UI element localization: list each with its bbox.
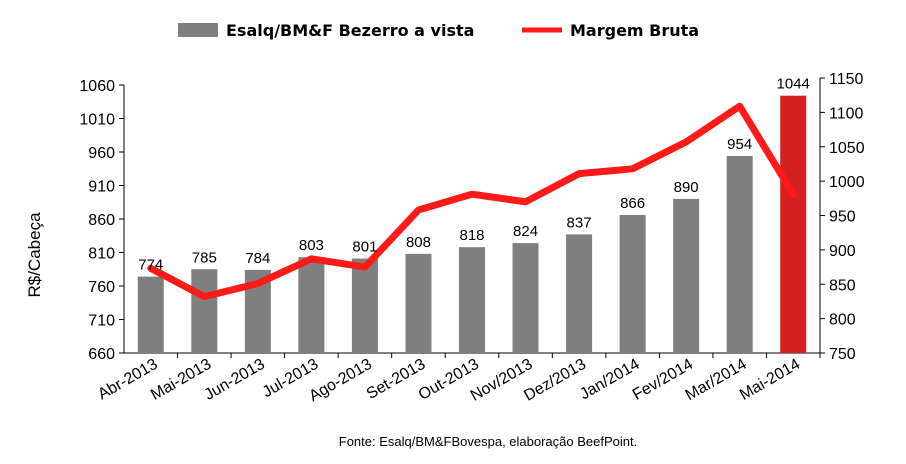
bar xyxy=(351,258,378,353)
right-tick-label: 950 xyxy=(829,209,856,226)
bar xyxy=(726,156,753,353)
bar xyxy=(780,95,807,353)
bar-value-label: 808 xyxy=(406,234,431,251)
x-tick-label: Dez/2013 xyxy=(521,356,589,405)
left-tick-label: 810 xyxy=(88,246,115,263)
bar xyxy=(619,214,646,353)
bar-value-label: 866 xyxy=(620,195,645,212)
bar-value-label: 803 xyxy=(299,237,324,254)
left-tick-label: 660 xyxy=(88,346,115,363)
left-tick-label: 760 xyxy=(88,279,115,296)
left-axis-ticks: 660 710 760 810 860 910 960 1010 1060 xyxy=(79,78,124,363)
data-labels: 774 785 784 803 801 808 818 824 837 866 890 954 1044 xyxy=(138,76,810,274)
right-tick-label: 1000 xyxy=(829,174,865,191)
x-tick-label: Mai-2013 xyxy=(148,356,214,404)
right-axis-ticks: 750 800 850 900 950 1000 1050 1100 1150 xyxy=(820,71,865,363)
bar xyxy=(191,269,218,353)
source-note: Fonte: Esalq/BM&FBovespa, elaboração Bee… xyxy=(339,434,637,449)
right-tick-label: 800 xyxy=(829,312,856,329)
bar xyxy=(137,276,164,353)
bar-value-label: 954 xyxy=(727,136,752,153)
x-axis-ticks: Abr-2013Mai-2013Jun-2013Jul-2013Ago-2013… xyxy=(95,353,821,405)
bar xyxy=(405,253,432,353)
bar-value-label: 837 xyxy=(567,214,592,231)
bar-series xyxy=(137,95,807,353)
bar-value-label: 890 xyxy=(674,179,699,196)
right-tick-label: 1150 xyxy=(829,71,864,88)
bar xyxy=(298,257,325,353)
legend-label-line: Margem Bruta xyxy=(570,21,699,40)
line-series xyxy=(147,102,797,301)
left-tick-label: 960 xyxy=(88,145,115,162)
bar xyxy=(459,247,485,353)
y-axis-title: R$/Cabeça xyxy=(25,212,44,298)
bar-value-label: 774 xyxy=(138,257,163,274)
bar-value-label: 1044 xyxy=(777,76,810,93)
right-tick-label: 900 xyxy=(829,243,856,260)
x-tick-label: Mar/2014 xyxy=(683,356,750,405)
right-tick-label: 750 xyxy=(829,346,856,363)
right-tick-label: 1100 xyxy=(829,105,864,122)
x-tick-label: Jun-2013 xyxy=(202,356,268,404)
left-tick-label: 1010 xyxy=(79,112,115,129)
right-tick-label: 1050 xyxy=(829,140,865,157)
bar xyxy=(566,234,593,353)
right-tick-label: 850 xyxy=(829,277,856,294)
bar-value-label: 785 xyxy=(192,249,217,266)
margem-line xyxy=(147,102,797,301)
bar-value-label: 824 xyxy=(513,223,538,240)
bar-value-label: 818 xyxy=(459,227,484,244)
legend-swatch-bars xyxy=(178,23,218,37)
left-tick-label: 910 xyxy=(88,179,115,196)
left-tick-label: 1060 xyxy=(79,78,115,95)
bar-value-label: 801 xyxy=(352,239,377,256)
left-tick-label: 710 xyxy=(88,313,115,330)
legend-label-bars: Esalq/BM&F Bezerro a vista xyxy=(226,21,474,40)
bar xyxy=(512,243,539,353)
bar xyxy=(673,198,700,353)
x-tick-label: Mai-2014 xyxy=(737,356,803,404)
legend: Esalq/BM&F Bezerro a vista Margem Bruta xyxy=(178,21,699,40)
left-tick-label: 860 xyxy=(88,212,115,229)
bar-value-label: 784 xyxy=(245,250,270,267)
